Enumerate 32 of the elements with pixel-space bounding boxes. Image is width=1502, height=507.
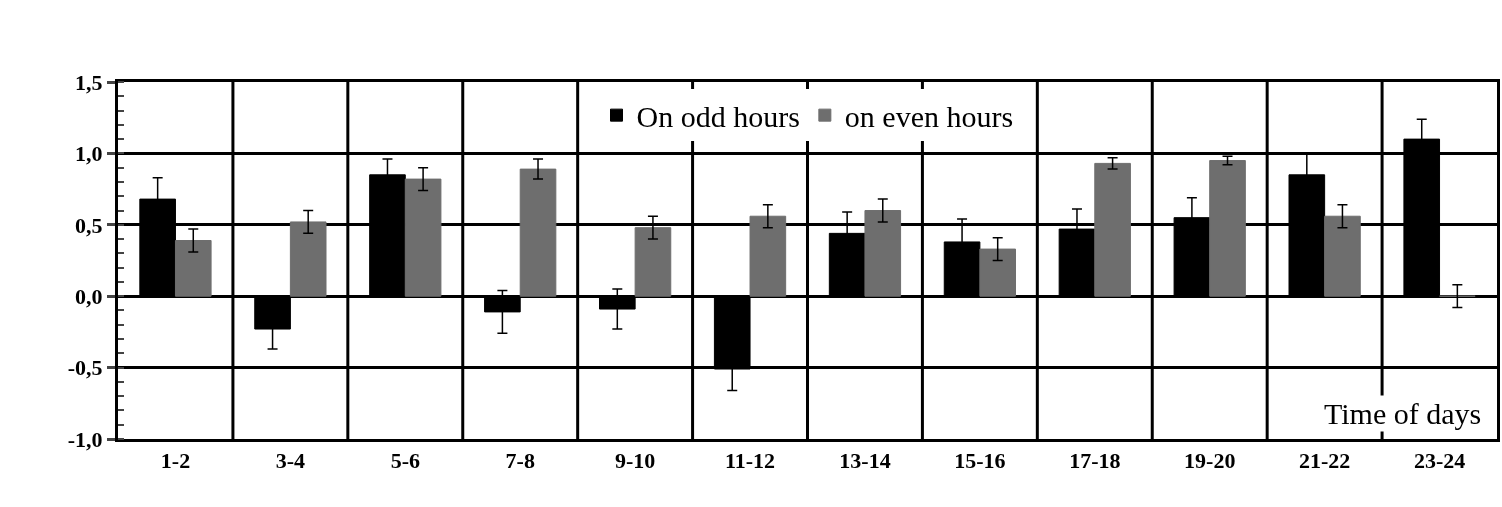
legend-label: On odd hours [636, 99, 800, 133]
bar [864, 210, 902, 297]
bar [519, 168, 557, 297]
bar [404, 178, 442, 297]
y-tick-label: 0,5 [75, 212, 103, 238]
bar [979, 248, 1016, 297]
x-tick-label: 21-22 [1298, 448, 1351, 474]
bar [1094, 162, 1131, 297]
bar [289, 221, 327, 297]
bar [1209, 160, 1246, 297]
x-tick-label: 3-4 [275, 448, 306, 474]
x-tick-label: 19-20 [1184, 448, 1236, 474]
y-tick-label: -1,0 [67, 426, 103, 452]
y-tick-label: 0,0 [75, 283, 103, 309]
y-tick-label: -0,5 [67, 355, 103, 381]
bar [634, 227, 672, 297]
x-tick-label: 15-16 [954, 448, 1006, 474]
x-tick-label: 13-14 [839, 448, 891, 474]
x-tick-label: 11-12 [724, 448, 776, 474]
x-tick-label: 5-6 [390, 448, 420, 474]
y-tick-label: 1,0 [75, 141, 103, 167]
x-tick-label: 1-2 [160, 448, 191, 474]
x-tick-label: 9-10 [614, 448, 656, 474]
x-tick-label: 17-18 [1069, 448, 1121, 474]
bar [749, 215, 787, 297]
x-tick-label: 23-24 [1413, 448, 1466, 474]
bar [1324, 215, 1361, 297]
x-axis-title: Time of days [1324, 397, 1482, 430]
y-tick-label: 1,5 [75, 69, 103, 95]
bar [174, 240, 212, 297]
legend-label: on even hours [844, 99, 1014, 133]
x-tick-label: 7-8 [505, 448, 535, 474]
